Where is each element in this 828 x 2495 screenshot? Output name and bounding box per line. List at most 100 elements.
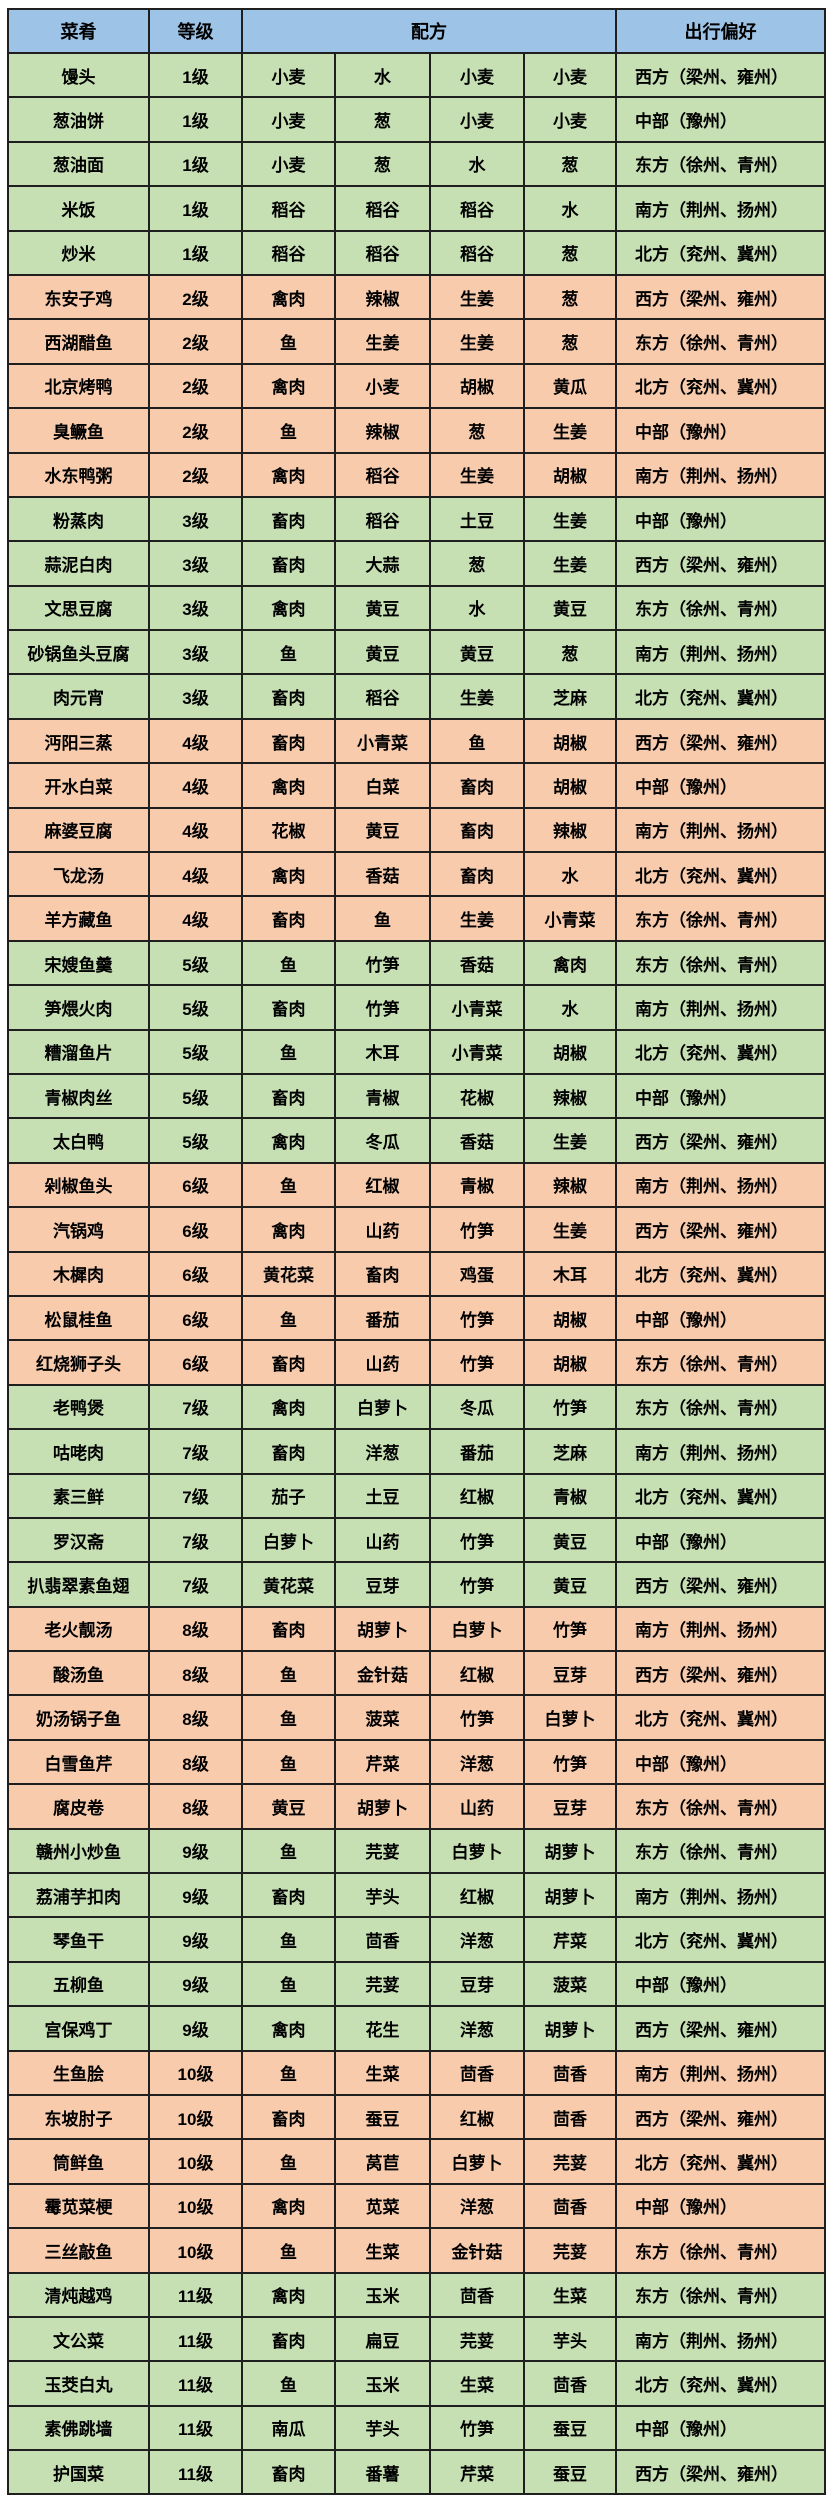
ingredient-cell-3: 小青菜 — [429, 984, 525, 1031]
ingredient-cell-3: 生姜 — [429, 895, 525, 942]
preference-cell: 东方（徐州、青州） — [615, 584, 826, 632]
level-cell: 9级 — [148, 1827, 243, 1875]
table-row: 三丝敲鱼 10级 鱼 生菜 金针菇 芫荽 东方（徐州、青州） — [7, 2227, 826, 2274]
level-cell: 3级 — [148, 540, 243, 587]
table-row: 水东鸭粥 2级 禽肉 稻谷 生姜 胡椒 南方（荆州、扬州） — [7, 451, 826, 498]
header-level: 等级 — [148, 8, 243, 54]
dish-cell: 老火靓汤 — [7, 1605, 150, 1653]
level-cell: 2级 — [148, 273, 243, 321]
preference-cell: 北方（兖州、冀州） — [615, 1694, 826, 1741]
dish-cell: 馒头 — [7, 51, 150, 99]
ingredient-cell-3: 红椒 — [429, 1472, 525, 1519]
preference-cell: 中部（豫州） — [615, 2404, 826, 2452]
recipe-guide-page: 菜肴 等级 配方 出行偏好 馒头 1级 小麦 水 小麦 小麦 西方（梁州、雍州）… — [7, 8, 828, 2495]
ingredient-cell-4: 木耳 — [523, 1250, 617, 1297]
dish-cell: 荔浦芋扣肉 — [7, 1872, 150, 1919]
dish-cell: 霉苋菜梗 — [7, 2182, 150, 2230]
ingredient-cell-3: 洋葱 — [429, 1738, 525, 1786]
ingredient-cell-4: 芋头 — [523, 2315, 617, 2363]
ingredient-cell-1: 畜肉 — [241, 1605, 336, 1653]
ingredient-cell-1: 禽肉 — [241, 1117, 336, 1164]
level-cell: 1级 — [148, 229, 243, 276]
table-row: 松鼠桂鱼 6级 鱼 番茄 竹笋 胡椒 中部（豫州） — [7, 1294, 826, 1342]
ingredient-cell-2: 大蒜 — [334, 540, 431, 587]
ingredient-cell-1: 禽肉 — [241, 584, 336, 632]
preference-cell: 西方（梁州、雍州） — [615, 273, 826, 321]
ingredient-cell-4: 水 — [523, 185, 617, 232]
ingredient-cell-1: 小麦 — [241, 51, 336, 99]
ingredient-cell-3: 畜肉 — [429, 851, 525, 898]
ingredient-cell-4: 胡椒 — [523, 1028, 617, 1075]
level-cell: 8级 — [148, 1783, 243, 1830]
ingredient-cell-1: 鱼 — [241, 1827, 336, 1875]
ingredient-cell-2: 莴苣 — [334, 2138, 431, 2185]
ingredient-cell-3: 水 — [429, 584, 525, 632]
ingredient-cell-4: 芫荽 — [523, 2227, 617, 2274]
preference-cell: 东方（徐州、青州） — [615, 1383, 826, 1431]
table-row: 素佛跳墙 11级 南瓜 芋头 竹笋 蚕豆 中部（豫州） — [7, 2404, 826, 2452]
ingredient-cell-2: 辣椒 — [334, 273, 431, 321]
ingredient-cell-3: 花椒 — [429, 1072, 525, 1120]
level-cell: 9级 — [148, 1960, 243, 2008]
preference-cell: 中部（豫州） — [615, 407, 826, 454]
preference-cell: 西方（梁州、雍州） — [615, 51, 826, 99]
ingredient-cell-4: 胡萝卜 — [523, 2005, 617, 2052]
level-cell: 2级 — [148, 407, 243, 454]
ingredient-cell-1: 畜肉 — [241, 1872, 336, 1919]
ingredient-cell-2: 山药 — [334, 1516, 431, 1564]
table-row: 东安子鸡 2级 禽肉 辣椒 生姜 葱 西方（梁州、雍州） — [7, 273, 826, 321]
table-row: 糟溜鱼片 5级 鱼 木耳 小青菜 胡椒 北方（兖州、冀州） — [7, 1028, 826, 1075]
dish-cell: 松鼠桂鱼 — [7, 1294, 150, 1342]
preference-cell: 南方（荆州、扬州） — [615, 1428, 826, 1475]
dish-cell: 赣州小炒鱼 — [7, 1827, 150, 1875]
level-cell: 6级 — [148, 1294, 243, 1342]
level-cell: 5级 — [148, 1028, 243, 1075]
level-cell: 10级 — [148, 2093, 243, 2141]
table-row: 臭鳜鱼 2级 鱼 辣椒 葱 生姜 中部（豫州） — [7, 407, 826, 454]
ingredient-cell-2: 芫荽 — [334, 1827, 431, 1875]
table-row: 麻婆豆腐 4级 花椒 黄豆 畜肉 辣椒 南方（荆州、扬州） — [7, 806, 826, 854]
dish-cell: 玉茭白丸 — [7, 2360, 150, 2407]
ingredient-cell-1: 畜肉 — [241, 673, 336, 720]
level-cell: 11级 — [148, 2449, 243, 2495]
ingredient-cell-3: 稻谷 — [429, 185, 525, 232]
level-cell: 10级 — [148, 2227, 243, 2274]
dish-cell: 臭鳜鱼 — [7, 407, 150, 454]
ingredient-cell-1: 鱼 — [241, 939, 336, 987]
ingredient-cell-1: 鱼 — [241, 1916, 336, 1963]
level-cell: 6级 — [148, 1206, 243, 1253]
dish-cell: 沔阳三蒸 — [7, 717, 150, 765]
level-cell: 3级 — [148, 495, 243, 543]
preference-cell: 中部（豫州） — [615, 96, 826, 143]
ingredient-cell-1: 畜肉 — [241, 984, 336, 1031]
ingredient-cell-2: 稻谷 — [334, 451, 431, 498]
ingredient-cell-1: 畜肉 — [241, 495, 336, 543]
preference-cell: 西方（梁州、雍州） — [615, 2093, 826, 2141]
dish-cell: 宋嫂鱼羹 — [7, 939, 150, 987]
table-row: 琴鱼干 9级 鱼 茴香 洋葱 芹菜 北方（兖州、冀州） — [7, 1916, 826, 1963]
dish-cell: 葱油面 — [7, 140, 150, 188]
table-row: 开水白菜 4级 禽肉 白菜 畜肉 胡椒 中部（豫州） — [7, 762, 826, 809]
ingredient-cell-4: 茴香 — [523, 2093, 617, 2141]
ingredient-cell-3: 白萝卜 — [429, 1827, 525, 1875]
ingredient-cell-3: 山药 — [429, 1783, 525, 1830]
dish-cell: 汽锅鸡 — [7, 1206, 150, 1253]
dish-cell: 罗汉斋 — [7, 1516, 150, 1564]
table-row: 文公菜 11级 畜肉 扁豆 芫荽 芋头 南方（荆州、扬州） — [7, 2315, 826, 2363]
preference-cell: 东方（徐州、青州） — [615, 140, 826, 188]
dish-cell: 酸汤鱼 — [7, 1650, 150, 1697]
ingredient-cell-2: 蚕豆 — [334, 2093, 431, 2141]
ingredient-cell-2: 土豆 — [334, 1472, 431, 1519]
preference-cell: 南方（荆州、扬州） — [615, 2049, 826, 2096]
ingredient-cell-3: 生姜 — [429, 673, 525, 720]
preference-cell: 西方（梁州、雍州） — [615, 2005, 826, 2052]
dish-cell: 葱油饼 — [7, 96, 150, 143]
ingredient-cell-4: 小麦 — [523, 96, 617, 143]
preference-cell: 北方（兖州、冀州） — [615, 229, 826, 276]
level-cell: 6级 — [148, 1339, 243, 1386]
level-cell: 5级 — [148, 1117, 243, 1164]
ingredient-cell-2: 茴香 — [334, 1916, 431, 1963]
ingredient-cell-3: 豆芽 — [429, 1960, 525, 2008]
ingredient-cell-3: 金针菇 — [429, 2227, 525, 2274]
dish-cell: 炒米 — [7, 229, 150, 276]
